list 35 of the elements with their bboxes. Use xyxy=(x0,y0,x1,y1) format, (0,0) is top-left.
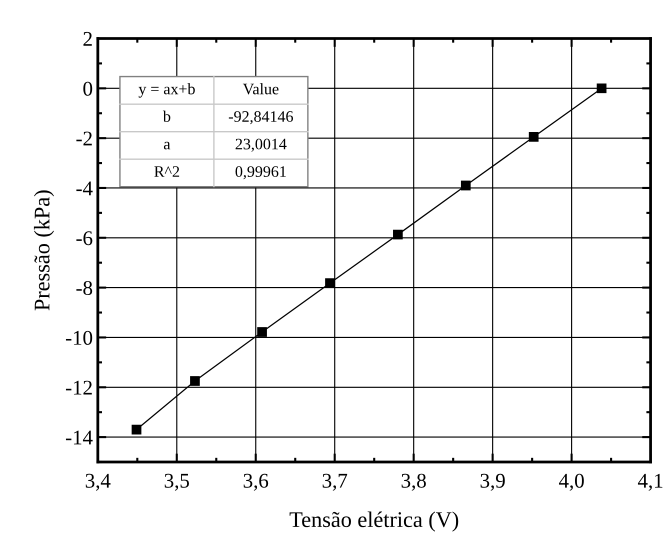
y-tick-label: 2 xyxy=(83,32,92,46)
x-tick-label: 3,9 xyxy=(480,474,505,491)
annotation: b xyxy=(162,110,170,122)
y-tick-label: 0 xyxy=(83,82,92,96)
point xyxy=(596,83,606,94)
x-tick-label: 4,0 xyxy=(558,474,584,491)
annotation: Value xyxy=(242,83,279,94)
y-tick-label: -6 xyxy=(76,231,92,246)
x-tick-label: 4,1 xyxy=(638,474,662,491)
point xyxy=(460,180,471,190)
point xyxy=(257,327,267,337)
x-axis-title: Tensão elétrica (V) xyxy=(290,511,458,532)
x-tick-label: 3,7 xyxy=(322,474,348,491)
point xyxy=(528,132,539,142)
y-axis-title: Pressão (kPa) xyxy=(34,190,54,310)
point xyxy=(132,424,142,434)
annotation: a xyxy=(164,142,170,150)
x-tick-label: 3,5 xyxy=(164,474,189,491)
annotation: 23,0014 xyxy=(236,138,287,152)
x-tick-label: 3,4 xyxy=(86,474,111,491)
x-tick-label: 3,6 xyxy=(244,474,268,491)
annotation: R^2 xyxy=(154,166,180,177)
y-tick-label: -2 xyxy=(76,132,92,146)
y-tick-label: -14 xyxy=(66,430,93,444)
x-tick-label: 3,8 xyxy=(402,474,426,491)
annotation: y = ax+b xyxy=(138,83,195,98)
y-tick-label: -4 xyxy=(76,181,93,196)
point xyxy=(325,278,335,288)
point xyxy=(190,376,200,386)
y-tick-label: -12 xyxy=(66,380,92,394)
annotation: 0,99961 xyxy=(236,166,286,180)
y-tick-label: -8 xyxy=(76,280,92,296)
annotation: -92,84146 xyxy=(228,111,294,124)
point xyxy=(393,230,403,240)
y-tick-label: -10 xyxy=(66,330,92,345)
